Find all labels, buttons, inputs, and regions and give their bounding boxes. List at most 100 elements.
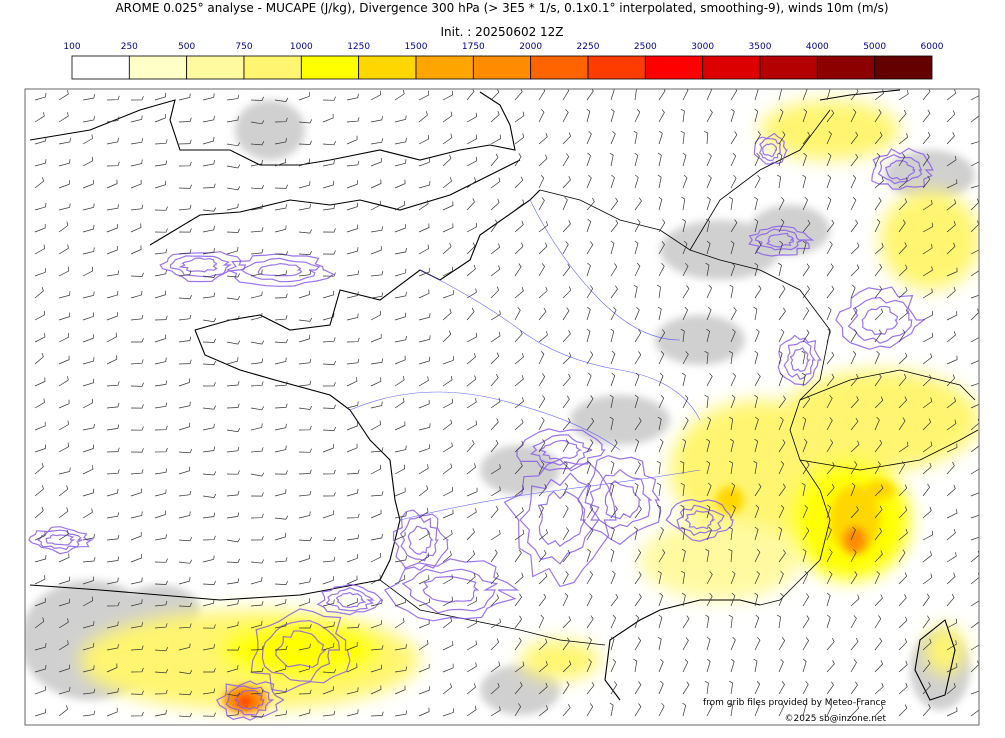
wind-barb (706, 89, 712, 101)
wind-barb (754, 614, 760, 629)
wind-barb (130, 426, 144, 431)
wind-barb (922, 530, 934, 541)
map-frame (24, 88, 980, 726)
divergence-contour (503, 458, 617, 588)
wind-barb (154, 425, 168, 431)
wind-barb (850, 506, 859, 519)
wind-barb (850, 307, 858, 321)
wind-barb (610, 505, 618, 519)
wind-barb (202, 555, 215, 563)
wind-barb (274, 665, 287, 673)
wind-barb (34, 617, 45, 629)
wind-barb (850, 196, 857, 211)
wind-barb (728, 350, 733, 365)
wind-barb (394, 159, 407, 167)
wind-barb (34, 224, 46, 233)
wind-barb (514, 111, 525, 123)
wind-barb (154, 228, 168, 233)
wind-barb (802, 263, 810, 277)
wind-barb (658, 702, 665, 717)
colorbar-tick-label: 250 (121, 42, 138, 52)
wind-barb (34, 244, 45, 255)
wind-barb (778, 328, 785, 343)
wind-barb (394, 397, 405, 409)
wind-barb (202, 136, 215, 145)
wind-barb (826, 130, 832, 145)
wind-barb (754, 526, 759, 541)
wind-barb (250, 713, 265, 718)
wind-barb (970, 492, 979, 497)
wind-barb (586, 681, 595, 695)
wind-barb (394, 685, 406, 695)
wind-barb (610, 614, 617, 629)
wind-barb (490, 110, 500, 123)
wind-barb (706, 592, 713, 607)
wind-barb (370, 179, 382, 189)
wind-barb (418, 223, 430, 233)
wind-barb (250, 472, 265, 477)
wind-barb (514, 199, 525, 211)
wind-barb (874, 527, 883, 541)
divergence-contour (401, 568, 499, 614)
wind-barb (106, 577, 119, 585)
wind-barb (562, 505, 569, 519)
wind-barb (729, 702, 734, 717)
wind-barb (730, 240, 735, 255)
wind-barb (634, 505, 642, 519)
wind-barb (178, 623, 192, 629)
wind-barb (298, 643, 311, 651)
wind-barb (634, 417, 642, 431)
wind-barb (106, 601, 120, 607)
wind-barb (946, 593, 955, 607)
wind-barb (466, 353, 476, 365)
divergence-contour (835, 286, 926, 350)
wind-barb (850, 350, 857, 365)
wind-barb (106, 116, 120, 123)
wind-barb (514, 353, 524, 365)
divergence-contour (765, 232, 795, 248)
wind-barb (370, 138, 383, 145)
wind-barb (274, 315, 288, 321)
wind-barb (490, 464, 501, 475)
wind-barb (106, 95, 120, 101)
wind-barb (178, 294, 193, 300)
wind-barb (728, 526, 733, 541)
wind-barb (346, 554, 358, 563)
wind-barb (656, 504, 661, 519)
wind-barb (82, 266, 94, 277)
wind-barb (898, 660, 908, 673)
wind-barb (34, 286, 44, 299)
wind-barb (106, 687, 119, 695)
wind-barb (562, 482, 569, 497)
wind-barb (562, 307, 570, 321)
wind-barb (250, 620, 263, 629)
wind-barb (970, 294, 979, 299)
wind-barb (970, 441, 979, 453)
wind-barb (154, 248, 168, 255)
wind-barb (250, 645, 264, 651)
colorbar-tick-label: 500 (178, 42, 195, 52)
wind-barb (442, 290, 454, 299)
wind-barb (298, 250, 312, 255)
wind-barb (442, 177, 452, 189)
wind-barb (466, 177, 477, 189)
wind-barb (226, 94, 240, 101)
colorbar-tick-label: 3500 (749, 42, 772, 52)
wind-barb (154, 114, 166, 123)
wind-barb (826, 373, 835, 387)
wind-barb (394, 247, 407, 255)
wind-barb (706, 306, 712, 321)
wind-barb (322, 642, 335, 651)
wind-barb (610, 350, 616, 365)
wind-barb (754, 636, 761, 651)
wind-barb (634, 461, 641, 475)
wind-barb (658, 592, 664, 607)
wind-barb (682, 152, 687, 167)
wind-barb (826, 174, 832, 189)
wind-barb (898, 528, 908, 541)
wind-barb (680, 482, 685, 497)
wind-barb (466, 112, 477, 123)
wind-barb (250, 406, 265, 411)
wind-barb (322, 96, 336, 101)
wind-barb (322, 204, 336, 211)
